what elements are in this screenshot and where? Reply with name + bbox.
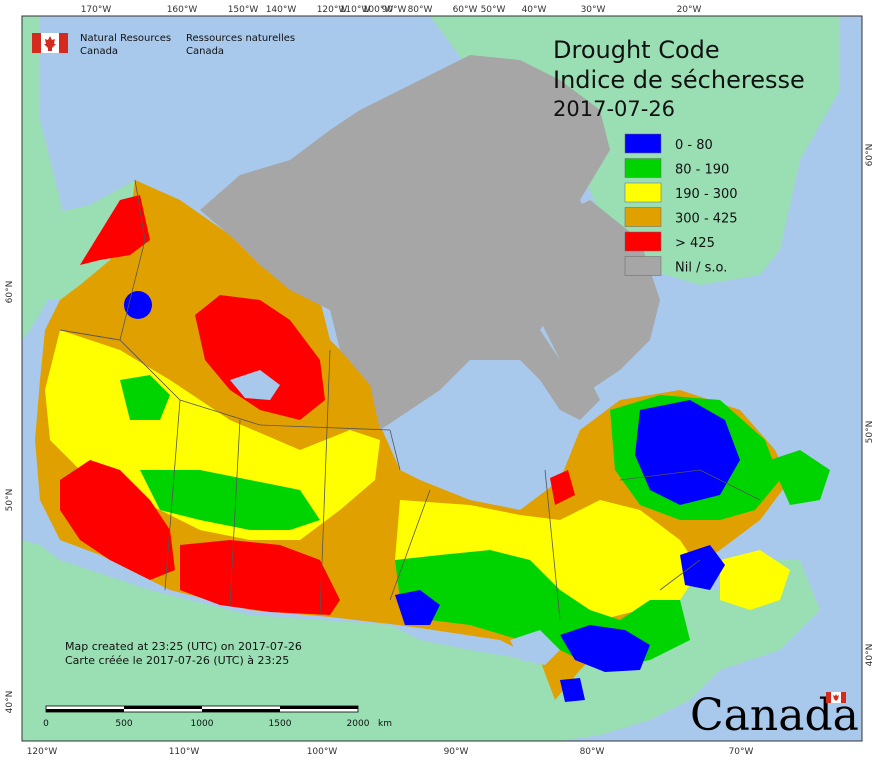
green-zone-labrador: [770, 450, 830, 505]
red-zone-bc: [60, 460, 175, 580]
top-tick-label: 140°W: [266, 5, 297, 15]
nrcan-signature: Natural Resources Canada Ressources natu…: [32, 33, 295, 57]
scale-bar: 0 500 1000 1500 2000 km: [43, 705, 392, 729]
green-zone-prairies: [140, 470, 320, 530]
wordmark-flag-icon: [826, 692, 846, 703]
legend-swatch: [624, 231, 662, 252]
legend-swatch: [624, 182, 662, 203]
legend-swatch: [624, 158, 662, 178]
top-tick-label: 110°W: [340, 5, 371, 15]
canada-wordmark: Canada: [690, 690, 859, 741]
red-zone-hudson: [550, 470, 575, 505]
legend-label: 0 - 80: [675, 138, 713, 153]
hudson-bay: [400, 380, 560, 500]
top-tick-label: 100°W: [363, 5, 394, 15]
bottom-tick-label: 70°W: [729, 747, 754, 757]
scale-label: 1500: [269, 719, 292, 729]
credit-english: Map created at 23:25 (UTC) on 2017-07-26: [65, 640, 302, 653]
top-tick-label: 150°W: [228, 5, 259, 15]
bottom-tick-label: 110°W: [169, 747, 200, 757]
legend-label: 300 - 425: [675, 212, 738, 227]
scale-unit: km: [378, 719, 392, 729]
red-zone-nwt: [195, 295, 325, 420]
blue-zone-south: [560, 678, 585, 702]
scale-label: 2000: [347, 719, 370, 729]
great-lakes: [510, 630, 560, 665]
blue-zone-ontario: [560, 625, 650, 672]
right-tick-label: 40°N: [865, 644, 875, 667]
legend-label: 190 - 300: [675, 187, 738, 202]
legend-label: Nil / s.o.: [675, 261, 727, 276]
bottom-tick-label: 90°W: [444, 747, 469, 757]
left-tick-label: 40°N: [5, 691, 15, 714]
provincial-borders: [59, 179, 761, 621]
red-zone-prairies: [180, 540, 340, 615]
blue-zone-quebec: [635, 400, 740, 505]
top-tick-label: 80°W: [408, 5, 433, 15]
top-tick-label: 120°W: [317, 5, 348, 15]
top-tick-label: 30°W: [581, 5, 606, 15]
map-date: 2017-07-26: [553, 97, 675, 121]
legend: 0 - 80 80 - 190 190 - 300 300 - 425 > 425 Nil…: [624, 133, 738, 276]
top-tick-label: 60°W: [453, 5, 478, 15]
left-tick-label: 60°N: [5, 281, 15, 304]
yellow-zone-maritime: [720, 550, 790, 610]
blue-zone-small-1: [395, 590, 440, 625]
org-name-en-line2: Canada: [80, 46, 118, 57]
right-tick-label: 60°N: [865, 144, 875, 167]
blue-zone-newbrunswick: [680, 545, 725, 590]
bottom-longitude-ticks: 120°W 110°W 100°W 90°W 80°W 70°W: [27, 747, 754, 757]
blue-zone-yukon: [124, 291, 152, 319]
legend-swatch: [624, 207, 662, 227]
red-zone-alaska-border: [80, 195, 150, 265]
scale-label: 1000: [191, 719, 214, 729]
legend-label: > 425: [675, 236, 715, 251]
top-tick-label: 50°W: [481, 5, 506, 15]
top-tick-label: 40°W: [522, 5, 547, 15]
bottom-tick-label: 80°W: [580, 747, 605, 757]
bottom-tick-label: 120°W: [27, 747, 58, 757]
great-slave-lake: [230, 370, 280, 400]
bottom-tick-label: 100°W: [307, 747, 338, 757]
scale-label: 500: [115, 719, 132, 729]
org-name-en-line1: Natural Resources: [80, 33, 171, 44]
green-zone-bc: [120, 375, 170, 420]
left-latitude-ticks: 60°N 50°N 40°N: [5, 281, 15, 714]
org-name-fr-line2: Canada: [186, 46, 224, 57]
left-tick-label: 50°N: [5, 489, 15, 512]
org-name-fr-line1: Ressources naturelles: [186, 33, 295, 44]
legend-swatch: [624, 133, 662, 154]
title-block: Drought Code Indice de sécheresse 2017-0…: [553, 36, 805, 121]
top-tick-label: 20°W: [677, 5, 702, 15]
title-english: Drought Code: [553, 36, 720, 64]
legend-label: 80 - 190: [675, 163, 729, 178]
top-longitude-ticks: 170°W 160°W 150°W 140°W 120°W 110°W 100°…: [81, 5, 702, 15]
right-latitude-ticks: 60°N 50°N 40°N: [865, 144, 875, 667]
right-tick-label: 50°N: [865, 421, 875, 444]
scale-label: 0: [43, 719, 49, 729]
canada-flag-icon: [32, 33, 68, 53]
title-french: Indice de sécheresse: [553, 66, 805, 94]
top-tick-label: 170°W: [81, 5, 112, 15]
usa-land: [22, 540, 820, 741]
credit-french: Carte créée le 2017-07-26 (UTC) à 23:25: [65, 654, 289, 667]
arctic-islands: [200, 55, 610, 430]
top-tick-label: 160°W: [167, 5, 198, 15]
legend-swatch: [624, 256, 662, 276]
top-tick-label: 90°W: [382, 5, 407, 15]
